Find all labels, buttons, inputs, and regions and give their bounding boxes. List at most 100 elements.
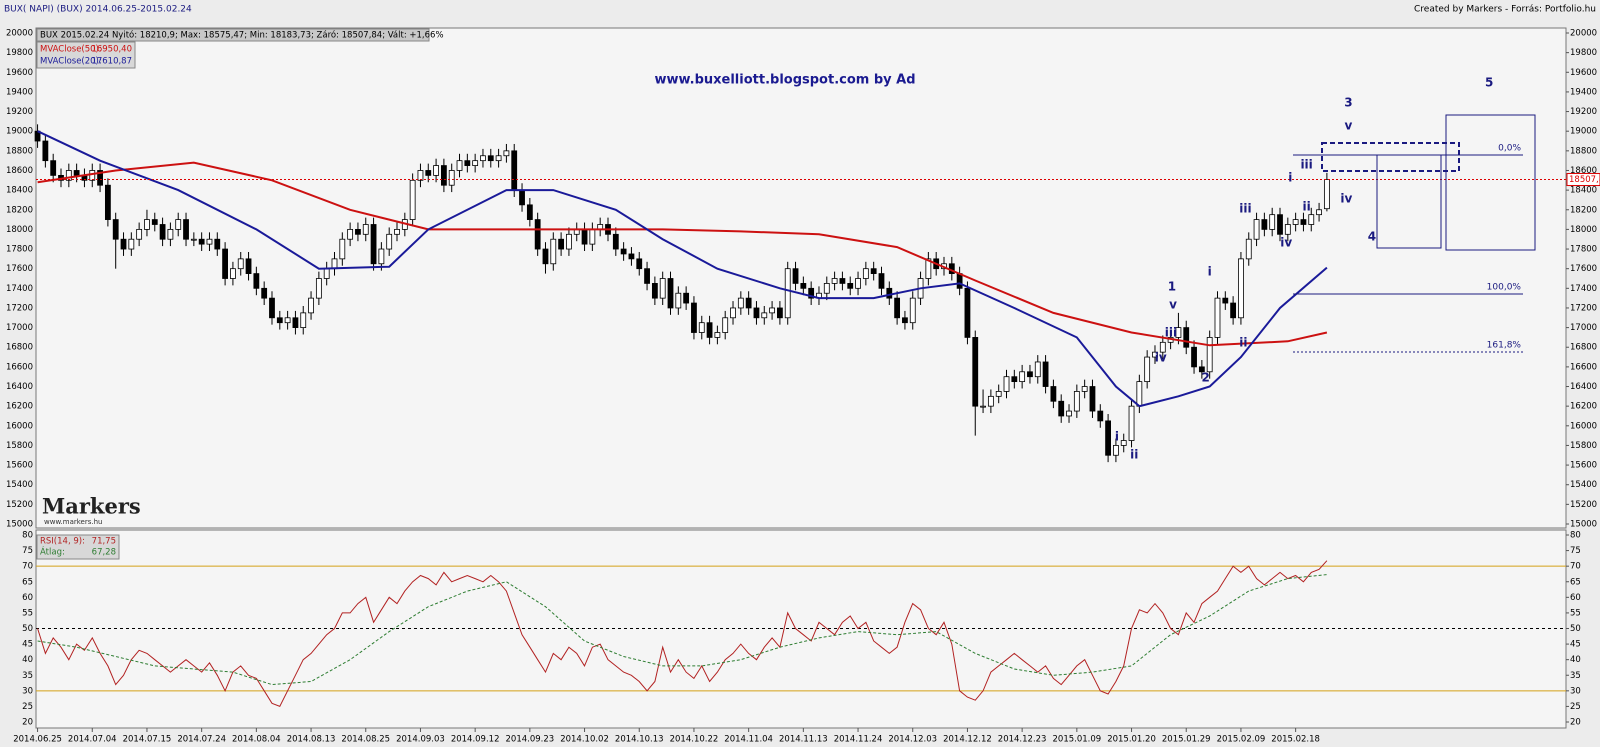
- candle-body: [698, 322, 705, 333]
- legend-name: Átlag:: [40, 546, 65, 558]
- candle-body: [409, 179, 416, 220]
- candle-body: [253, 273, 260, 289]
- y-tick-label: 16000: [6, 421, 33, 431]
- y-tick-label-right: 18800: [1570, 146, 1597, 156]
- candle-body: [831, 278, 838, 284]
- y-tick-label-right: 18600: [1570, 166, 1597, 176]
- candle-body: [42, 140, 49, 162]
- candle-body: [1128, 405, 1135, 441]
- series-line: [37, 560, 1328, 708]
- y-tick-label: 16600: [6, 362, 33, 372]
- y-tick-label: 60: [22, 593, 33, 603]
- candle-body: [167, 228, 174, 240]
- y-tick-label: 19800: [6, 48, 33, 58]
- y-tick-label: 35: [22, 671, 33, 681]
- x-tick-label: 2015.01.20: [1107, 735, 1156, 745]
- x-tick-label: 2014.12.12: [943, 735, 992, 745]
- candle-body: [1277, 214, 1283, 235]
- y-tick-label-right: 20: [1570, 718, 1581, 728]
- y-tick-label-right: 45: [1570, 640, 1581, 650]
- candle-body: [1089, 386, 1096, 412]
- candle-body: [995, 391, 1002, 397]
- candle-body: [65, 170, 72, 181]
- y-tick-label-right: 19000: [1570, 127, 1597, 137]
- x-tick-label: 2014.11.04: [724, 735, 773, 745]
- y-tick-label: 19400: [6, 87, 33, 97]
- candle-body: [761, 312, 768, 319]
- candle-body: [589, 228, 596, 245]
- candle-body: [97, 170, 103, 186]
- candle-body: [612, 233, 619, 250]
- y-tick-label: 15800: [6, 441, 33, 451]
- candle-body: [440, 165, 447, 186]
- candle-body: [136, 228, 143, 240]
- y-tick-label: 16200: [6, 402, 33, 412]
- candle-body: [566, 233, 572, 250]
- y-tick-label-right: 17200: [1570, 303, 1597, 313]
- y-tick-label-right: 15600: [1570, 461, 1597, 471]
- y-tick-label-right: 16800: [1570, 343, 1597, 353]
- candle-body: [792, 268, 799, 284]
- candle-body: [206, 238, 213, 245]
- candle-body: [839, 278, 846, 284]
- candle-body: [777, 307, 783, 319]
- candle-body: [753, 307, 760, 319]
- wave-label: 3: [1344, 96, 1352, 110]
- x-tick-label: 2014.09.23: [506, 735, 555, 745]
- candle-body: [870, 268, 877, 274]
- candle-body: [1214, 297, 1221, 338]
- legend-box: [36, 41, 136, 69]
- y-tick-label-right: 25: [1570, 702, 1581, 712]
- y-tick-label-right: 19200: [1570, 107, 1597, 117]
- candle-body: [542, 248, 549, 265]
- candle-body: [1238, 258, 1244, 319]
- candle-body: [737, 297, 744, 309]
- candle-body: [1050, 386, 1057, 402]
- x-tick-label: 2014.08.13: [287, 735, 336, 745]
- series-line: [37, 574, 1327, 686]
- candle-body: [433, 165, 439, 176]
- y-tick-label-right: 18000: [1570, 225, 1597, 235]
- credit: Created by Markers - Forrás: Portfolio.h…: [1414, 5, 1596, 15]
- y-tick-label: 55: [22, 608, 33, 618]
- candle-body: [1198, 366, 1205, 373]
- candle-body: [550, 238, 557, 265]
- wave-label: 5: [1485, 76, 1493, 90]
- price-box: [1566, 173, 1600, 187]
- legend-value: 71,75: [92, 537, 116, 547]
- fib-label: 161,8%: [1487, 341, 1522, 351]
- candle-body: [1097, 410, 1104, 422]
- candle-body: [34, 130, 41, 142]
- candle-body: [526, 204, 533, 220]
- candle-body: [902, 317, 908, 324]
- candle-body: [495, 155, 502, 162]
- candle-body: [300, 312, 307, 328]
- candle-body: [878, 273, 885, 289]
- candle-body: [636, 258, 643, 270]
- x-tick-label: 2015.01.09: [1053, 735, 1102, 745]
- x-tick-label: 2015.02.18: [1271, 735, 1320, 745]
- candle-body: [144, 219, 150, 230]
- y-tick-label-right: 30: [1570, 686, 1581, 696]
- wave-label: i: [1115, 430, 1119, 444]
- y-tick-label: 40: [22, 655, 33, 665]
- wave-label: ii: [1130, 448, 1138, 462]
- candle-body: [1323, 179, 1330, 210]
- target-box: [1376, 154, 1442, 249]
- page-title: BUX( NAPI) (BUX) 2014.06.25-2015.02.24: [4, 5, 192, 15]
- series-line: [37, 130, 1328, 408]
- candle-body: [456, 160, 463, 171]
- y-tick-label: 18000: [6, 225, 33, 235]
- candle-body: [659, 278, 666, 299]
- candle-body: [862, 268, 869, 279]
- candle-body: [1316, 209, 1322, 216]
- logo-url: www.markers.hu: [44, 518, 102, 526]
- y-tick-label-right: 16400: [1570, 382, 1597, 392]
- candle-body: [355, 228, 361, 235]
- legend-value: 17610,87: [91, 57, 132, 67]
- y-tick-label-right: 15200: [1570, 500, 1597, 510]
- candle-body: [1191, 346, 1197, 368]
- candle-body: [800, 283, 807, 289]
- candle-body: [511, 150, 518, 191]
